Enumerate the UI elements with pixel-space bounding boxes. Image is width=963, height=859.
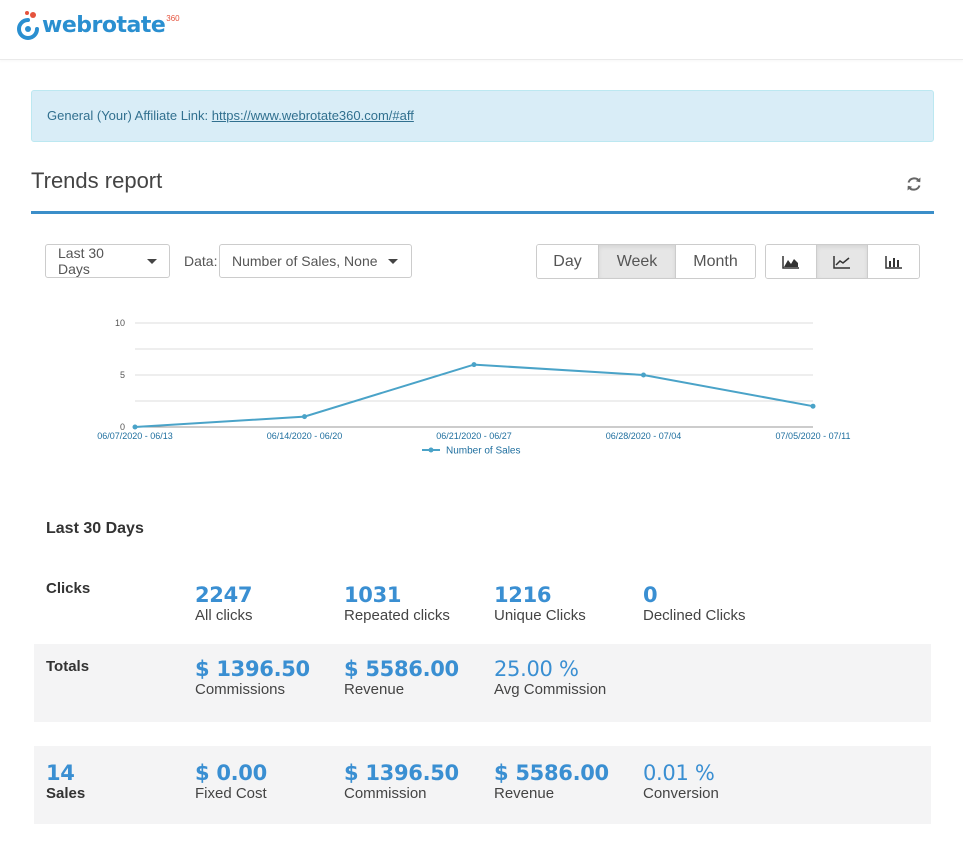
stat-conversion: 0.01 % Conversion xyxy=(643,761,719,802)
period-toggle-group: Day Week Month xyxy=(536,244,756,279)
y-tick-label: 10 xyxy=(115,318,125,328)
date-range-value: Last 30 Days xyxy=(58,245,104,277)
clicks-row: Clicks 2247 All clicks 1031 Repeated cli… xyxy=(34,570,931,640)
stat-revenue: $ 5586.00 Revenue xyxy=(344,657,459,698)
period-week-button[interactable]: Week xyxy=(599,245,676,278)
page-title: Trends report xyxy=(31,168,163,193)
stat-label: Revenue xyxy=(494,785,555,802)
stat-value: 14 xyxy=(46,761,75,785)
stat-value: 0 xyxy=(643,583,658,607)
clicks-row-label: Clicks xyxy=(46,580,91,597)
y-tick-label: 0 xyxy=(120,422,125,432)
stat-value: 1031 xyxy=(344,583,402,607)
chevron-down-icon xyxy=(147,258,157,264)
logo-mark-icon xyxy=(15,10,41,42)
brand-name: webrotate xyxy=(42,13,166,38)
y-tick-label: 5 xyxy=(120,370,125,380)
data-point xyxy=(302,414,307,420)
series-line xyxy=(134,363,814,428)
area-chart-button[interactable] xyxy=(766,245,817,278)
x-tick-label: 06/14/2020 - 06/20 xyxy=(267,431,343,441)
x-tick-label: 07/05/2020 - 07/11 xyxy=(776,431,851,441)
line-chart-icon xyxy=(833,255,850,269)
data-label: Data: xyxy=(184,253,218,269)
refresh-icon[interactable] xyxy=(905,175,923,193)
stat-value: 25.00 % xyxy=(494,657,579,681)
stat-label: Unique Clicks xyxy=(494,607,586,624)
stat-commission: $ 1396.50 Commission xyxy=(344,761,459,802)
stat-label: Declined Clicks xyxy=(643,607,746,624)
data-point xyxy=(471,362,477,368)
stat-label: All clicks xyxy=(195,607,253,624)
bar-chart-icon xyxy=(884,255,902,269)
totals-row: Totals $ 1396.50 Commissions $ 5586.00 R… xyxy=(34,644,931,722)
data-point xyxy=(132,424,138,430)
stat-label: Conversion xyxy=(643,785,719,802)
stat-repeated-clicks: 1031 Repeated clicks xyxy=(344,583,450,624)
stat-fixed-cost: $ 0.00 Fixed Cost xyxy=(195,761,267,802)
legend-label: Number of Sales xyxy=(446,446,520,457)
stat-value: $ 1396.50 xyxy=(195,657,310,681)
affiliate-link[interactable]: https://www.webrotate360.com/#aff xyxy=(211,108,414,123)
top-bar: webrotate 360 xyxy=(0,0,963,60)
trend-chart: 0 5 10 06/07/2020 - 06/13 06/14/2020 - 06/20… xyxy=(97,318,851,457)
period-month-button[interactable]: Month xyxy=(676,245,755,278)
stat-avg-commission: 25.00 % Avg Commission xyxy=(494,657,606,698)
stat-value: $ 1396.50 xyxy=(344,761,459,785)
brand-logo[interactable]: webrotate 360 xyxy=(15,10,180,42)
stat-label: Revenue xyxy=(344,681,405,698)
totals-row-label: Totals xyxy=(46,658,90,675)
data-point xyxy=(641,372,646,378)
area-chart-icon xyxy=(782,255,799,269)
chart-type-toggle-group xyxy=(765,244,920,279)
chevron-down-icon xyxy=(387,258,398,264)
x-tick-label: 06/28/2020 - 07/04 xyxy=(606,431,682,441)
stat-label: Avg Commission xyxy=(494,681,607,698)
stat-value: $ 5586.00 xyxy=(344,657,459,681)
stat-all-clicks: 2247 All clicks xyxy=(195,583,253,624)
bar-chart-button[interactable] xyxy=(868,245,919,278)
legend-swatch-marker xyxy=(428,447,434,453)
stat-label: Commissions xyxy=(195,681,286,698)
summary-title: Last 30 Days xyxy=(46,520,144,537)
data-point xyxy=(810,403,816,409)
stat-value: $ 0.00 xyxy=(195,761,267,785)
stat-label: Commission xyxy=(344,785,427,802)
x-tick-label: 06/07/2020 - 06/13 xyxy=(97,431,173,441)
stat-declined-clicks: 0 Declined Clicks xyxy=(643,583,746,624)
data-series-value: Number of Sales, None xyxy=(232,253,378,269)
stat-value: 2247 xyxy=(195,583,253,607)
stat-value: 1216 xyxy=(494,583,552,607)
affiliate-link-alert: General (Your) Affiliate Link: https://w… xyxy=(31,90,934,142)
sales-row: 14 Sales $ 0.00 Fixed Cost $ 1396.50 Com… xyxy=(34,746,931,824)
period-day-button[interactable]: Day xyxy=(537,245,599,278)
stat-sales-count: 14 Sales xyxy=(46,761,85,802)
x-tick-label: 06/21/2020 - 06/27 xyxy=(436,431,512,441)
stat-value: $ 5586.00 xyxy=(494,761,609,785)
stat-sales-revenue: $ 5586.00 Revenue xyxy=(494,761,609,802)
brand-superscript: 360 xyxy=(166,14,180,23)
title-divider xyxy=(31,211,934,214)
stat-commissions: $ 1396.50 Commissions xyxy=(195,657,310,698)
stat-label: Fixed Cost xyxy=(195,785,267,802)
date-range-dropdown[interactable]: Last 30 Days xyxy=(45,244,170,278)
stat-value: 0.01 % xyxy=(643,761,715,785)
line-chart-button[interactable] xyxy=(817,245,868,278)
data-series-dropdown[interactable]: Number of Sales, None xyxy=(219,244,412,278)
stat-unique-clicks: 1216 Unique Clicks xyxy=(494,583,586,624)
stat-label: Sales xyxy=(46,785,86,802)
stat-label: Repeated clicks xyxy=(344,607,450,624)
affiliate-link-label: General (Your) Affiliate Link: xyxy=(47,108,212,123)
